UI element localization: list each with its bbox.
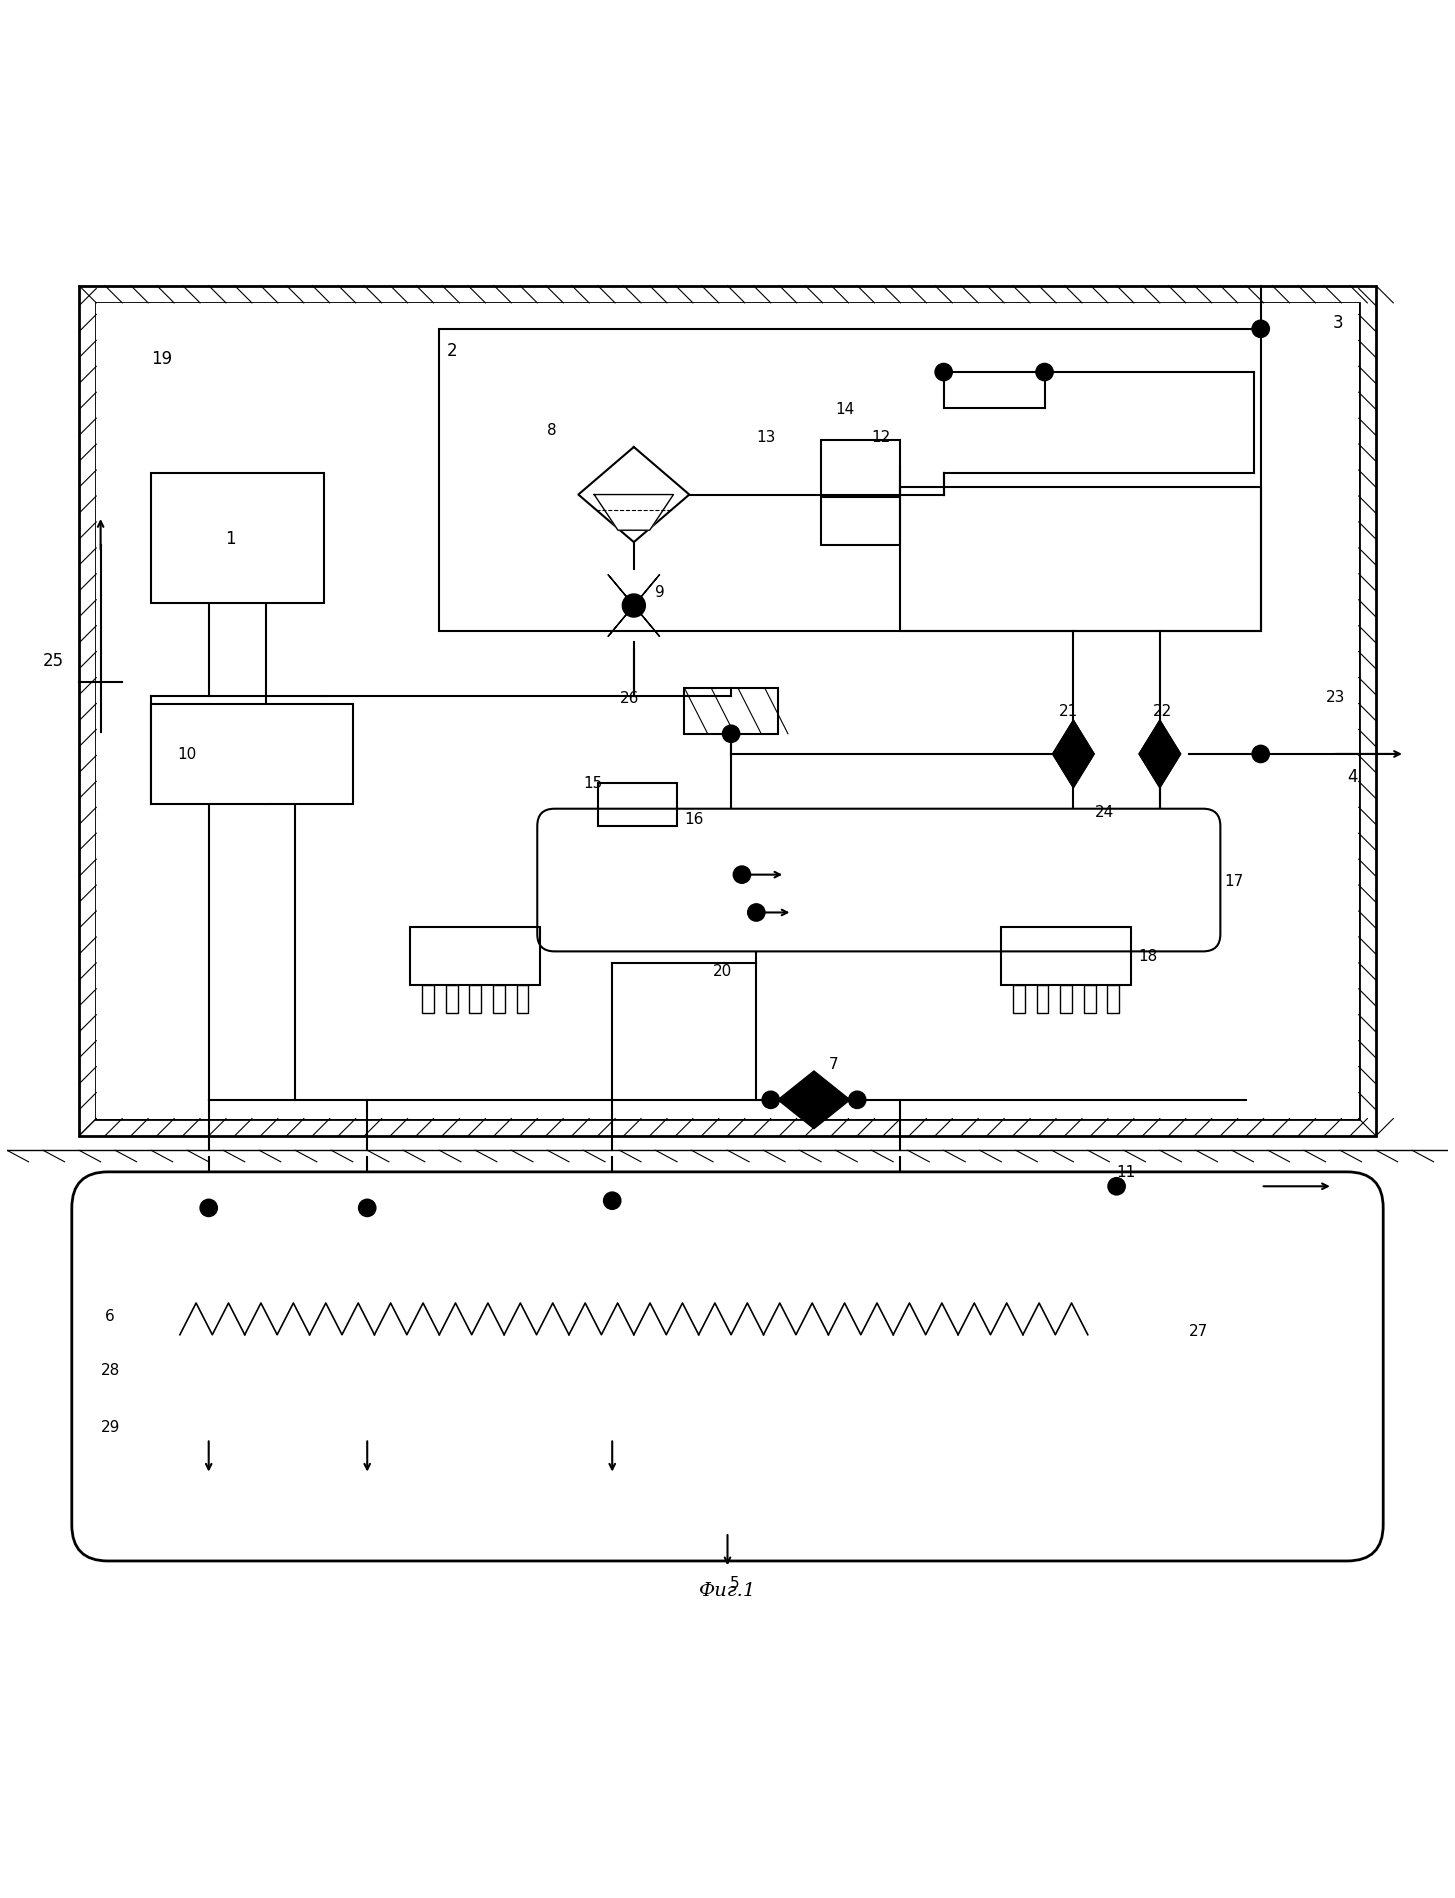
- Bar: [151, 474, 324, 604]
- Text: 11: 11: [1116, 1165, 1136, 1181]
- Text: 29: 29: [100, 1420, 119, 1435]
- Text: 24: 24: [1096, 805, 1115, 820]
- Polygon shape: [608, 575, 659, 605]
- Bar: [598, 784, 677, 826]
- Circle shape: [1064, 744, 1084, 765]
- Text: 10: 10: [178, 748, 196, 763]
- Text: 14: 14: [835, 400, 856, 416]
- Text: 3: 3: [1333, 313, 1343, 332]
- Polygon shape: [778, 1072, 850, 1101]
- Text: 4: 4: [1347, 767, 1358, 786]
- Bar: [1036, 985, 1049, 1014]
- Text: 5: 5: [730, 1575, 739, 1591]
- Text: 25: 25: [44, 651, 64, 670]
- Bar: [684, 689, 778, 735]
- Text: 27: 27: [1189, 1323, 1208, 1338]
- Bar: [96, 304, 1359, 1120]
- Text: 18: 18: [1138, 949, 1158, 964]
- Text: 19: 19: [151, 349, 172, 368]
- Text: 28: 28: [100, 1363, 119, 1378]
- Circle shape: [733, 867, 751, 884]
- Circle shape: [762, 1091, 780, 1108]
- FancyBboxPatch shape: [537, 809, 1221, 953]
- Bar: [439, 330, 1260, 632]
- Polygon shape: [608, 605, 659, 638]
- Text: 13: 13: [757, 431, 776, 446]
- Text: 9: 9: [655, 585, 665, 600]
- Polygon shape: [1139, 721, 1180, 788]
- Text: 17: 17: [1225, 873, 1244, 888]
- Bar: [410, 928, 540, 985]
- Polygon shape: [1139, 721, 1180, 788]
- Circle shape: [1107, 1179, 1125, 1196]
- Text: 12: 12: [872, 431, 890, 446]
- Bar: [151, 704, 352, 805]
- Text: 2: 2: [447, 342, 457, 361]
- Text: 22: 22: [1152, 704, 1171, 719]
- Circle shape: [1253, 746, 1269, 763]
- Polygon shape: [778, 1101, 850, 1129]
- Text: 7: 7: [828, 1057, 838, 1072]
- Text: 21: 21: [1059, 704, 1078, 719]
- Bar: [1084, 985, 1096, 1014]
- Bar: [79, 287, 1376, 1137]
- FancyBboxPatch shape: [71, 1173, 1384, 1562]
- Circle shape: [1253, 321, 1269, 338]
- Polygon shape: [1052, 721, 1094, 788]
- Bar: [1061, 985, 1072, 1014]
- Circle shape: [936, 364, 953, 381]
- Bar: [493, 985, 505, 1014]
- Bar: [1013, 985, 1024, 1014]
- Bar: [517, 985, 528, 1014]
- Circle shape: [1036, 364, 1053, 381]
- Text: Фиг.1: Фиг.1: [698, 1581, 757, 1598]
- Circle shape: [358, 1200, 375, 1217]
- Circle shape: [604, 1192, 621, 1209]
- Text: 15: 15: [583, 776, 602, 791]
- Text: 20: 20: [713, 962, 732, 977]
- Bar: [821, 440, 901, 495]
- Polygon shape: [594, 495, 674, 531]
- Circle shape: [723, 725, 739, 742]
- Circle shape: [848, 1091, 866, 1108]
- Bar: [1107, 985, 1119, 1014]
- Text: 23: 23: [1326, 689, 1344, 704]
- Text: 6: 6: [105, 1310, 115, 1323]
- Bar: [470, 985, 482, 1014]
- Text: 8: 8: [547, 423, 557, 438]
- Bar: [821, 497, 901, 547]
- Text: 16: 16: [684, 812, 704, 828]
- Circle shape: [1149, 744, 1170, 765]
- Bar: [445, 985, 458, 1014]
- Text: 26: 26: [620, 691, 639, 706]
- Circle shape: [199, 1200, 217, 1217]
- Circle shape: [623, 594, 646, 617]
- Bar: [96, 304, 1359, 1120]
- Polygon shape: [1052, 721, 1094, 788]
- Bar: [1001, 928, 1131, 985]
- Circle shape: [748, 903, 765, 922]
- Bar: [422, 985, 434, 1014]
- Text: 1: 1: [226, 530, 236, 547]
- Bar: [901, 488, 1260, 632]
